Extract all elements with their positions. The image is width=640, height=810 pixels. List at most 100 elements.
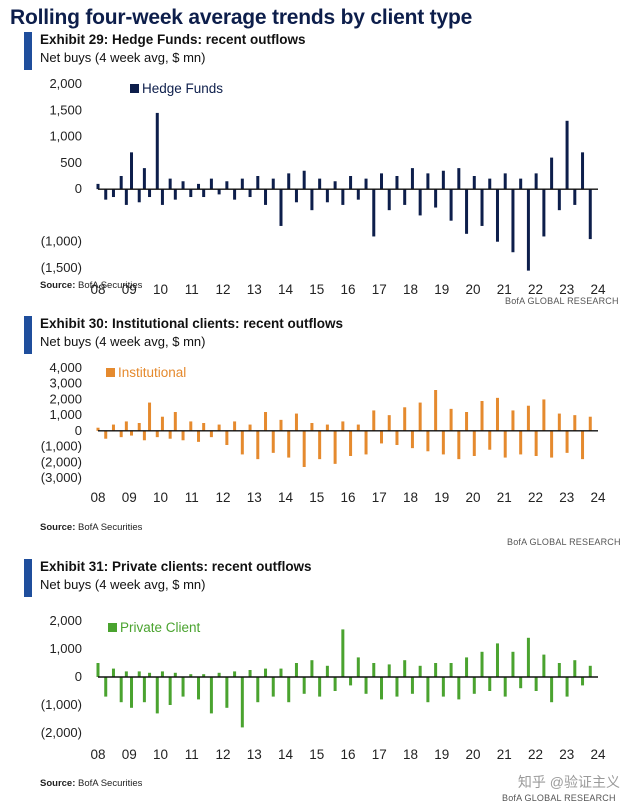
bar-mark [511, 651, 515, 677]
bar-mark [542, 399, 546, 431]
bar-mark [573, 189, 577, 205]
y-tick-label: 500 [60, 155, 82, 170]
bar-mark [395, 176, 399, 190]
legend-swatch [130, 84, 139, 93]
bar-mark [119, 176, 123, 190]
bar-mark [457, 677, 461, 700]
bar-mark [503, 430, 507, 458]
bar-mark [233, 421, 237, 431]
bar-mark [325, 189, 329, 203]
bar-mark [124, 189, 128, 205]
bar-mark [130, 677, 134, 708]
bar-mark [333, 181, 337, 190]
x-tick-label: 09 [122, 282, 137, 297]
x-tick-label: 23 [559, 282, 574, 297]
x-tick-label: 21 [497, 282, 512, 297]
x-tick-label: 23 [559, 490, 574, 505]
bar-mark [148, 189, 152, 198]
bar-mark [341, 421, 345, 431]
exhibit-title: Exhibit 30: Institutional clients: recen… [40, 316, 344, 331]
bar-mark [160, 416, 164, 431]
y-tick-label: 0 [75, 669, 82, 684]
bar-mark [248, 424, 252, 431]
x-tick-label: 10 [153, 282, 168, 297]
bar-mark [418, 402, 422, 431]
x-tick-label: 11 [185, 490, 199, 505]
bar-mark [119, 677, 123, 703]
page-title: Rolling four-week average trends by clie… [10, 6, 473, 29]
bar-mark [225, 181, 229, 190]
exhibit-title: Exhibit 31: Private clients: recent outf… [40, 559, 312, 574]
x-tick-label: 18 [403, 282, 418, 297]
bar-mark [181, 677, 185, 697]
bar-mark [189, 421, 193, 431]
bar-mark [588, 416, 592, 431]
bar-mark [581, 677, 585, 686]
bar-mark [434, 663, 438, 677]
source-text: BofA Securities [75, 778, 143, 789]
bar-mark [387, 189, 391, 211]
x-tick-label: 12 [215, 282, 230, 297]
x-tick-label: 13 [247, 490, 262, 505]
bar-mark [534, 430, 538, 456]
bar-mark [160, 189, 164, 205]
bar-mark [279, 419, 283, 431]
x-tick-label: 13 [247, 282, 262, 297]
research-label: BofA GLOBAL RESEARCH [507, 537, 621, 547]
bar-mark [557, 663, 561, 677]
x-tick-label: 11 [185, 747, 199, 762]
bar-mark [449, 663, 453, 677]
bar-mark [111, 668, 115, 677]
source-note: Source: BofA Securities [40, 522, 142, 533]
x-tick-label: 19 [434, 490, 449, 505]
bar-mark [202, 189, 206, 198]
bar-mark [581, 430, 585, 460]
y-tick-label: 1,000 [49, 129, 82, 144]
bar-mark [142, 430, 146, 441]
bar-mark [148, 672, 152, 677]
bar-mark [565, 120, 569, 190]
bar-mark [341, 629, 345, 677]
y-tick-label: (1,000) [41, 439, 82, 454]
bar-mark [349, 176, 353, 190]
y-tick-label: 2,000 [49, 613, 82, 628]
bar-mark [418, 189, 422, 216]
bar-mark [302, 430, 306, 467]
bar-mark [534, 677, 538, 691]
bar-mark [189, 189, 193, 198]
bar-mark [372, 410, 376, 431]
bar-mark [160, 671, 164, 677]
bar-mark [197, 183, 201, 190]
bar-mark [142, 168, 146, 190]
bar-mark [111, 424, 115, 431]
exhibit-accent-bar [24, 316, 32, 354]
x-tick-label: 11 [185, 282, 199, 297]
x-tick-label: 16 [340, 282, 355, 297]
y-tick-label: 2,000 [49, 391, 82, 406]
bar-mark [395, 430, 399, 445]
bar-mark [248, 670, 252, 677]
source-text: BofA Securities [75, 280, 143, 291]
bar-mark [495, 643, 499, 677]
exhibit-accent-bar [24, 559, 32, 597]
bar-mark [426, 677, 430, 703]
bar-mark [465, 657, 469, 677]
bar-mark [503, 677, 507, 697]
y-tick-label: 1,000 [49, 407, 82, 422]
bar-mark [209, 430, 213, 438]
bar-mark [480, 401, 484, 431]
bar-mark [233, 671, 237, 677]
x-tick-label: 10 [153, 747, 168, 762]
bar-mark [130, 152, 134, 190]
bar-mark [519, 677, 523, 689]
x-tick-label: 12 [215, 490, 230, 505]
bar-mark [511, 189, 515, 253]
bar-mark [449, 189, 453, 221]
bar-mark [550, 157, 554, 190]
bar-mark [189, 674, 193, 677]
bar-mark [111, 189, 115, 198]
bar-mark [403, 407, 407, 431]
bar-mark [457, 168, 461, 190]
x-tick-label: 08 [90, 490, 105, 505]
x-tick-label: 14 [278, 282, 294, 297]
